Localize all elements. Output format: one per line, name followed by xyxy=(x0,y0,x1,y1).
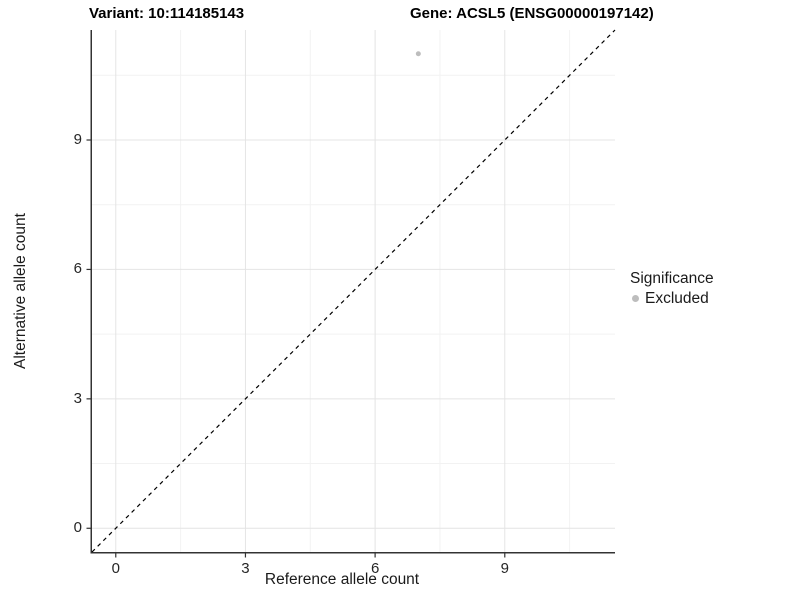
y-tick-label: 0 xyxy=(73,519,82,537)
x-tick-label: 3 xyxy=(241,560,250,577)
x-tick-label: 0 xyxy=(111,560,120,577)
x-tick-label: 9 xyxy=(500,560,509,577)
legend-item-excluded: Excluded xyxy=(630,289,714,308)
variant-title: Variant: 10:114185143 xyxy=(89,5,245,22)
legend-title: Significance xyxy=(630,270,714,287)
y-tick-label: 3 xyxy=(73,389,82,407)
data-point-excluded xyxy=(415,51,421,57)
legend-item-label: Excluded xyxy=(645,290,709,307)
gene-title: Gene: ACSL5 (ENSG00000197142) xyxy=(410,5,654,22)
y-axis-label: Alternative allele count xyxy=(12,213,29,369)
excluded-point-icon xyxy=(632,295,639,302)
identity-dashed-line xyxy=(91,29,616,553)
y-tick-label: 9 xyxy=(73,131,82,148)
y-tick-label: 6 xyxy=(73,260,82,278)
x-axis-label: Reference allele count xyxy=(264,571,420,588)
x-tick-label: 6 xyxy=(370,560,380,577)
legend: Significance Excluded xyxy=(630,269,714,308)
